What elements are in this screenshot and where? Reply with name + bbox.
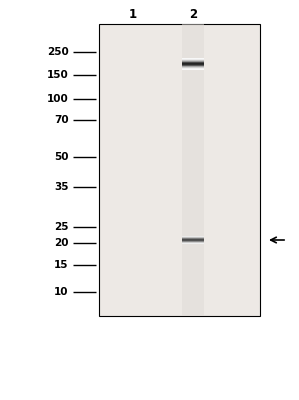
Text: 15: 15 (54, 260, 69, 270)
Bar (182, 24, 204, 316)
Text: 100: 100 (47, 94, 69, 104)
Text: 25: 25 (54, 222, 69, 232)
Text: 70: 70 (54, 115, 69, 125)
Text: 2: 2 (189, 8, 197, 20)
Text: 50: 50 (54, 152, 69, 162)
Text: 35: 35 (54, 182, 69, 192)
Text: 1: 1 (129, 8, 137, 20)
Text: 20: 20 (54, 238, 69, 248)
Text: 150: 150 (47, 70, 69, 80)
Bar (99, 24, 260, 316)
Text: 10: 10 (54, 287, 69, 297)
Text: 250: 250 (47, 47, 69, 57)
